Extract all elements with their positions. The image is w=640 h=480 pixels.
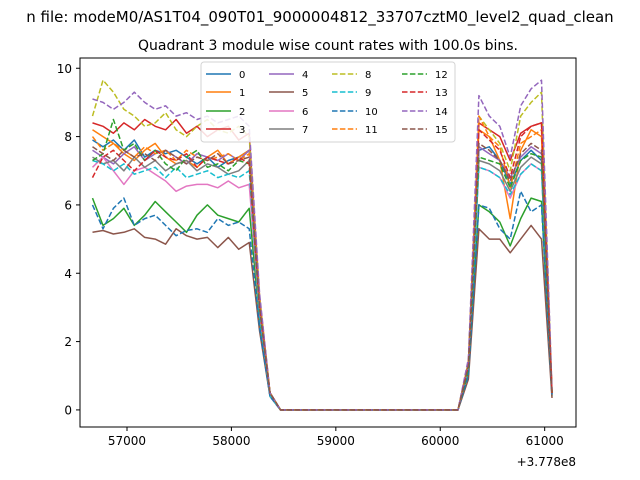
y-axis-ticks: 0 2 4 6 8 10 — [57, 62, 80, 417]
series-line-9 — [92, 159, 553, 411]
x-tick-label: 57000 — [108, 434, 146, 448]
legend-frame — [200, 61, 456, 143]
series-line-15 — [92, 142, 553, 411]
y-tick-label: 10 — [57, 62, 72, 76]
series-line-1 — [92, 129, 553, 411]
series-line-3 — [92, 118, 553, 411]
series-line-6 — [91, 156, 553, 411]
legend-label-7: 7 — [302, 125, 308, 136]
x-axis-offset-label: +3.778e8 — [517, 455, 576, 469]
y-tick-label: 8 — [64, 130, 72, 144]
x-axis-ticks: 57000 58000 59000 60000 61000 — [108, 427, 564, 448]
series-line-11 — [91, 115, 553, 411]
legend-label-5: 5 — [302, 88, 308, 99]
x-tick-label: 60000 — [421, 434, 459, 448]
legend-label-14: 14 — [435, 107, 448, 118]
series-line-5 — [92, 224, 553, 411]
series-line-0 — [92, 139, 553, 411]
y-tick-label: 0 — [64, 403, 72, 417]
series-layer — [91, 79, 553, 411]
legend-label-12: 12 — [435, 70, 448, 81]
y-tick-label: 4 — [64, 267, 72, 281]
legend-label-1: 1 — [239, 88, 245, 99]
x-tick-label: 59000 — [317, 434, 355, 448]
plot-area — [91, 79, 553, 411]
legend-label-3: 3 — [239, 125, 245, 136]
x-tick-label: 58000 — [212, 434, 250, 448]
series-line-4 — [92, 146, 553, 411]
legend-label-6: 6 — [302, 107, 308, 118]
series-line-10 — [91, 190, 553, 411]
figure-suptitle: n file: modeM0/AS1T04_090T01_9000004812_… — [26, 8, 613, 27]
legend-label-2: 2 — [239, 107, 245, 118]
chart-title: Quadrant 3 module wise count rates with … — [138, 38, 518, 54]
legend-label-10: 10 — [365, 107, 378, 118]
series-line-12 — [92, 118, 553, 411]
legend-label-4: 4 — [302, 70, 308, 81]
legend-label-8: 8 — [365, 70, 371, 81]
legend-label-13: 13 — [435, 88, 448, 99]
axes-frame — [79, 57, 577, 428]
series-line-7 — [92, 156, 553, 411]
y-tick-label: 2 — [64, 335, 72, 349]
legend-label-11: 11 — [365, 125, 378, 136]
x-tick-label: 61000 — [526, 434, 564, 448]
series-line-2 — [91, 197, 553, 411]
legend-label-9: 9 — [365, 88, 371, 99]
legend-label-0: 0 — [239, 70, 245, 81]
y-tick-label: 6 — [64, 198, 72, 212]
legend-label-15: 15 — [435, 125, 448, 136]
